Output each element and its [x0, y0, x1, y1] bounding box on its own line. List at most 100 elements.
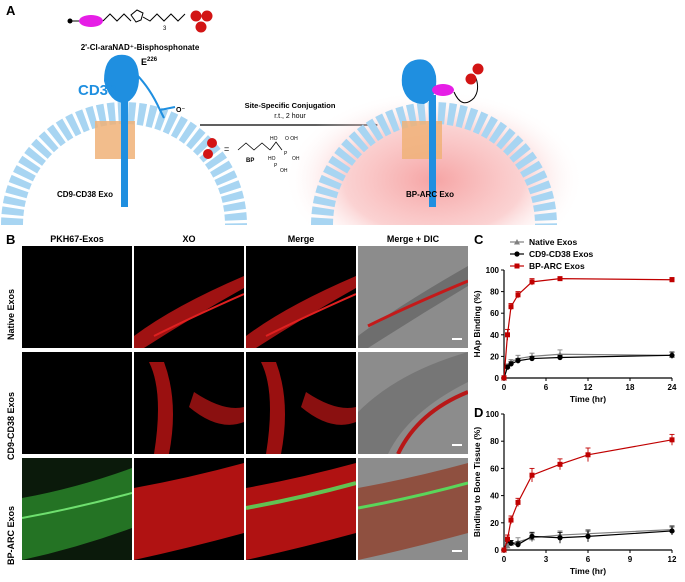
svg-text:O OH: O OH — [285, 136, 298, 142]
x-tick-label: 18 — [626, 383, 635, 392]
data-point — [514, 263, 520, 269]
series-line — [503, 278, 673, 379]
nad-ellipse — [79, 15, 103, 27]
row-label-native: Native Exos — [6, 288, 16, 340]
data-point — [669, 352, 675, 358]
x-axis-label: Time (hr) — [570, 394, 606, 404]
cd9-protein — [95, 121, 135, 159]
image-bparc-pkh67 — [22, 458, 132, 560]
data-point — [514, 239, 520, 245]
right-exosome — [284, 59, 584, 225]
x-tick-label: 9 — [628, 555, 633, 564]
data-point — [501, 375, 507, 381]
x-tick-label: 12 — [584, 383, 593, 392]
data-point — [669, 528, 675, 534]
y-tick-label: 80 — [490, 288, 499, 297]
reaction-line-1: Site-Specific Conjugation — [245, 101, 336, 110]
x-tick-label: 0 — [502, 383, 507, 392]
legend-label: Native Exos — [529, 237, 577, 247]
y-axis-label: HAp Binding (%) — [472, 290, 482, 357]
reaction-line-2: r.t., 2 hour — [274, 113, 306, 120]
col-title-pkh67: PKH67-Exos — [50, 234, 104, 244]
data-point — [669, 437, 675, 443]
y-tick-label: 20 — [490, 519, 499, 528]
data-point — [515, 499, 521, 505]
svg-text:OH: OH — [280, 168, 288, 174]
image-cd9-merge — [246, 352, 356, 454]
data-point — [557, 461, 563, 467]
data-point — [505, 536, 510, 542]
data-point — [504, 542, 511, 549]
data-point — [557, 354, 563, 361]
y-tick-label: 40 — [490, 331, 499, 340]
data-point — [557, 276, 563, 282]
data-point — [529, 279, 535, 285]
legend-label: BP-ARC Exos — [529, 261, 585, 271]
triazole-ring — [130, 9, 144, 23]
data-point — [529, 472, 535, 478]
data-point — [515, 541, 521, 548]
image-native-merge-dic — [358, 246, 468, 348]
col-title-merge: Merge — [287, 234, 315, 244]
row-label-bp-arc: BP-ARC Exos — [6, 505, 16, 565]
image-cd9-xo — [134, 352, 244, 454]
svg-text:=: = — [224, 144, 229, 154]
svg-text:P: P — [274, 163, 278, 169]
panel-c-letter: C — [474, 232, 484, 247]
y-tick-label: 60 — [490, 464, 499, 473]
left-exo-label: CD9-CD38 Exo — [57, 190, 113, 199]
data-point — [514, 251, 520, 257]
legend-label: CD9-CD38 Exos — [529, 249, 594, 259]
chart-d: 0 20 40 60 80 100 0 3 6 9 12 Time (hr) Binding to Bo… — [472, 410, 677, 576]
series-line — [503, 353, 673, 379]
y-tick-label: 60 — [490, 309, 499, 318]
chart-c: 0 20 40 60 80 100 0 6 12 18 24 Time (hr) HAp Binding… — [472, 237, 677, 404]
image-bparc-merge-dic — [358, 458, 468, 560]
data-point — [669, 277, 675, 283]
image-bparc-xo — [134, 458, 244, 560]
panel-d-letter: D — [474, 405, 484, 420]
data-point — [508, 361, 514, 367]
svg-text:HO: HO — [268, 156, 276, 162]
y-tick-label: 100 — [486, 266, 500, 275]
data-point — [515, 358, 521, 364]
svg-text:HO: HO — [270, 136, 278, 142]
cd38-transmembrane — [121, 95, 128, 207]
data-point — [504, 364, 511, 370]
col-title-xo: XO — [182, 234, 196, 244]
series-line — [503, 439, 673, 551]
x-tick-label: 12 — [668, 555, 677, 564]
data-point — [557, 535, 563, 541]
y-axis-label: Binding to Bone Tissue (%) — [472, 427, 482, 538]
image-native-xo — [134, 246, 244, 348]
image-native-pkh67 — [22, 246, 132, 348]
residue-label: E226 — [141, 57, 158, 67]
cd38-protein — [104, 54, 139, 104]
y-tick-label: 100 — [486, 410, 500, 419]
image-native-merge — [246, 246, 356, 348]
data-point — [585, 533, 591, 539]
data-point — [508, 540, 514, 546]
right-exo-label: BP-ARC Exo — [406, 190, 454, 199]
bp-label: BP — [246, 158, 254, 164]
col-title-merge-dic: Merge + DIC — [386, 234, 440, 244]
y-tick-label: 40 — [490, 492, 499, 501]
data-point — [529, 533, 535, 539]
y-tick-label: 80 — [490, 437, 499, 446]
panel-a-letter: A — [6, 3, 16, 18]
x-tick-label: 6 — [586, 555, 591, 564]
x-axis-label: Time (hr) — [570, 566, 606, 576]
y-tick-label: 0 — [495, 546, 500, 555]
data-point — [501, 547, 507, 553]
panel-b-letter: B — [6, 232, 16, 247]
cd38-label: CD38 — [78, 82, 116, 99]
data-point — [508, 304, 514, 310]
image-cd9-pkh67 — [22, 352, 132, 454]
data-point — [585, 452, 591, 458]
x-tick-label: 6 — [544, 383, 549, 392]
y-tick-label: 0 — [495, 374, 500, 383]
svg-text:P: P — [284, 151, 288, 157]
compound-structure: 3 — [67, 9, 213, 33]
x-tick-label: 24 — [668, 383, 677, 392]
compound-label: 2'-Cl-araNAD⁺-Bisphosphonate — [81, 43, 200, 52]
